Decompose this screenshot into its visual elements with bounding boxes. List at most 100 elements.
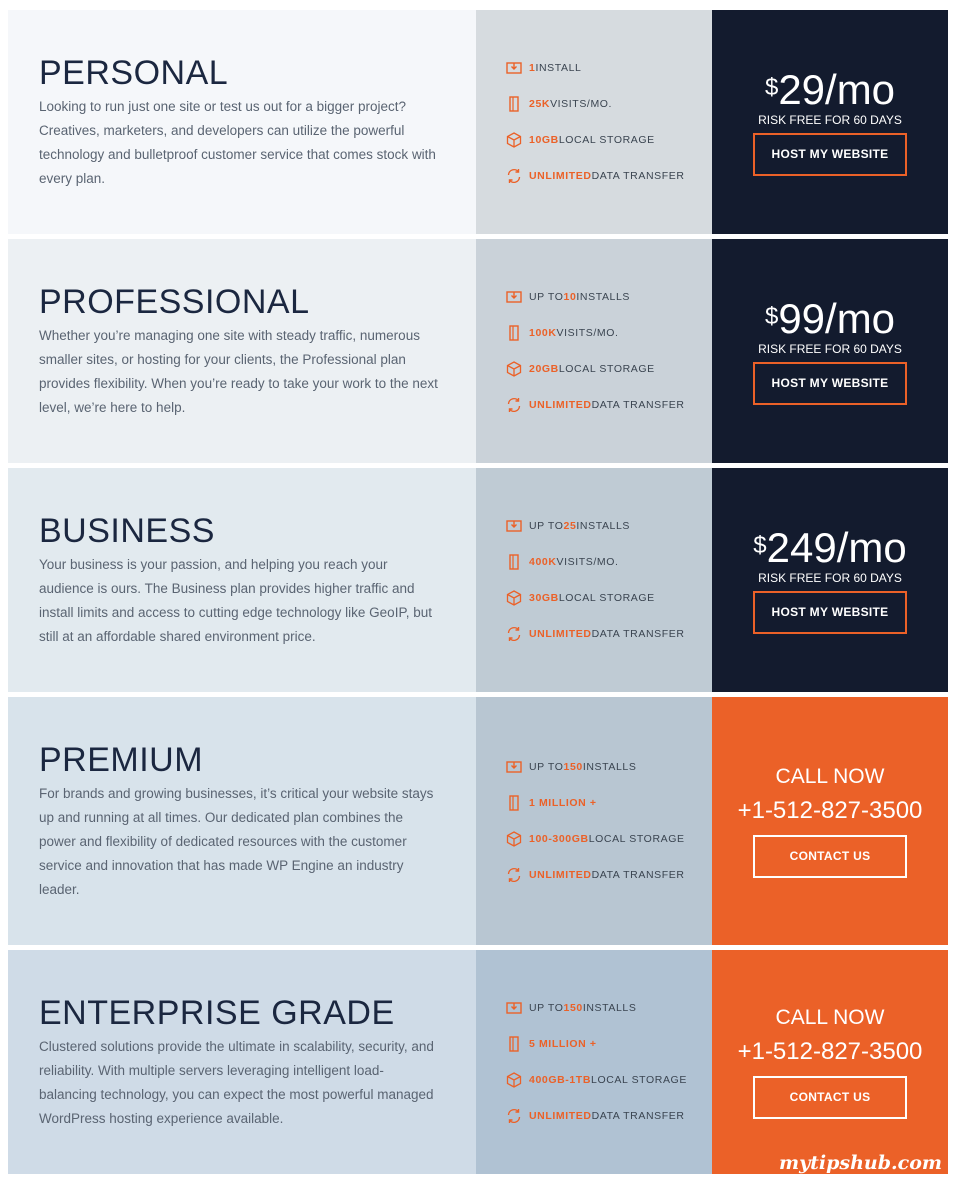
watermark: mytipshub.com — [779, 1152, 942, 1174]
transfer-refresh-icon — [507, 168, 521, 184]
feature-suffix: DATA TRANSFER — [591, 869, 685, 881]
plan-title: PROFESSIONAL — [39, 283, 310, 321]
feature-highlight: 1 — [529, 62, 536, 74]
feature-highlight: 100K — [529, 327, 557, 339]
feature-highlight: 10 — [563, 291, 577, 303]
install-icon — [506, 520, 522, 532]
feature-suffix: INSTALLS — [576, 520, 631, 532]
feature-suffix: LOCAL STORAGE — [588, 833, 685, 845]
feature-highlight: UNLIMITED — [529, 399, 592, 411]
plan-title: ENTERPRISE GRADE — [39, 994, 395, 1032]
feature-highlight: 400GB-1TB — [529, 1074, 592, 1086]
price-amount: $249/mo — [753, 523, 907, 571]
plan-row-professional: PROFESSIONAL Whether you’re managing one… — [8, 239, 948, 463]
plan-title: BUSINESS — [39, 512, 215, 550]
feature-item: 25K VISITS/MO. — [506, 95, 712, 113]
plan-description: Clustered solutions provide the ultimate… — [39, 1039, 434, 1126]
plan-info: PREMIUM For brands and growing businesse… — [8, 697, 476, 945]
plan-features: UP TO 25 INSTALLS 400K VISITS/MO. 30GB LOC… — [476, 468, 712, 692]
plan-description: Looking to run just one site or test us … — [39, 99, 436, 186]
transfer-refresh-icon — [507, 867, 521, 883]
feature-highlight: 400K — [529, 556, 557, 568]
feature-highlight: 30GB — [529, 592, 559, 604]
plan-row-premium: PREMIUM For brands and growing businesse… — [8, 697, 948, 945]
feature-prefix: UP TO — [529, 1002, 564, 1014]
install-icon — [506, 291, 522, 303]
risk-free-note: RISK FREE FOR 60 DAYS — [758, 112, 902, 127]
contact-us-button[interactable]: CONTACT US — [753, 1075, 907, 1119]
feature-suffix: INSTALLS — [576, 291, 631, 303]
risk-free-note: RISK FREE FOR 60 DAYS — [758, 341, 902, 356]
install-icon — [506, 1002, 522, 1014]
host-my-website-button[interactable]: HOST MY WEBSITE — [753, 361, 907, 405]
plan-features: UP TO 10 INSTALLS 100K VISITS/MO. 20GB LOC… — [476, 239, 712, 463]
plan-info: PERSONAL Looking to run just one site or… — [8, 10, 476, 234]
transfer-refresh-icon — [507, 626, 521, 642]
feature-item: UNLIMITED DATA TRANSFER — [506, 625, 712, 643]
install-icon — [506, 62, 522, 74]
feature-item: UNLIMITED DATA TRANSFER — [506, 167, 712, 185]
plan-features: 1 INSTALL 25K VISITS/MO. 10GB LOCAL STORAG… — [476, 10, 712, 234]
feature-item: 100-300GB LOCAL STORAGE — [506, 830, 712, 848]
visits-icon — [509, 1036, 519, 1052]
feature-item: UP TO 25 INSTALLS — [506, 517, 712, 535]
feature-suffix: VISITS/MO. — [556, 327, 619, 339]
feature-item: 5 MILLION + — [506, 1035, 712, 1053]
feature-prefix: UP TO — [529, 520, 564, 532]
transfer-refresh-icon — [507, 1108, 521, 1124]
feature-item: UNLIMITED DATA TRANSFER — [506, 396, 712, 414]
plan-title: PERSONAL — [39, 54, 229, 92]
storage-box-icon — [506, 831, 522, 847]
host-my-website-button[interactable]: HOST MY WEBSITE — [753, 590, 907, 634]
feature-item: UNLIMITED DATA TRANSFER — [506, 866, 712, 884]
plan-row-enterprise-grade: ENTERPRISE GRADE Clustered solutions pro… — [8, 950, 948, 1174]
feature-suffix: LOCAL STORAGE — [558, 134, 655, 146]
feature-highlight: 100-300GB — [529, 833, 589, 845]
plan-description: Whether you’re managing one site with st… — [39, 328, 438, 415]
plan-info: ENTERPRISE GRADE Clustered solutions pro… — [8, 950, 476, 1174]
storage-box-icon — [506, 590, 522, 606]
feature-item: UP TO 150 INSTALLS — [506, 758, 712, 776]
plan-row-business: BUSINESS Your business is your passion, … — [8, 468, 948, 692]
feature-suffix: LOCAL STORAGE — [558, 363, 655, 375]
feature-prefix: UP TO — [529, 761, 564, 773]
feature-highlight: UNLIMITED — [529, 170, 592, 182]
feature-suffix: LOCAL STORAGE — [558, 592, 655, 604]
plan-description: For brands and growing businesses, it’s … — [39, 786, 434, 897]
plan-info: PROFESSIONAL Whether you’re managing one… — [8, 239, 476, 463]
feature-suffix: DATA TRANSFER — [591, 628, 685, 640]
price-amount: $29/mo — [764, 65, 896, 113]
feature-highlight: UNLIMITED — [529, 869, 592, 881]
plan-title: PREMIUM — [39, 741, 204, 779]
contact-us-button[interactable]: CONTACT US — [753, 834, 907, 878]
transfer-refresh-icon — [507, 397, 521, 413]
feature-highlight: 150 — [563, 761, 583, 773]
call-now-label: CALL NOW — [775, 1005, 885, 1029]
feature-highlight: UNLIMITED — [529, 1110, 592, 1122]
feature-item: UNLIMITED DATA TRANSFER — [506, 1107, 712, 1125]
feature-suffix: DATA TRANSFER — [591, 170, 685, 182]
feature-highlight: 1 MILLION + — [529, 797, 597, 809]
plan-row-personal: PERSONAL Looking to run just one site or… — [8, 10, 948, 234]
feature-item: 1 INSTALL — [506, 59, 712, 77]
contact-panel: CALL NOW +1-512-827-3500 CONTACT US — [712, 697, 948, 945]
call-now-label: CALL NOW — [775, 764, 885, 788]
phone-number[interactable]: +1-512-827-3500 — [737, 796, 923, 824]
feature-item: 1 MILLION + — [506, 794, 712, 812]
price-amount: $99/mo — [764, 294, 896, 342]
visits-icon — [509, 795, 519, 811]
visits-icon — [509, 325, 519, 341]
host-my-website-button[interactable]: HOST MY WEBSITE — [753, 132, 907, 176]
feature-suffix: VISITS/MO. — [556, 556, 619, 568]
visits-icon — [509, 96, 519, 112]
risk-free-note: RISK FREE FOR 60 DAYS — [758, 570, 902, 585]
visits-icon — [509, 554, 519, 570]
contact-panel: CALL NOW +1-512-827-3500 CONTACT US — [712, 950, 948, 1174]
price-panel: $29/mo RISK FREE FOR 60 DAYS HOST MY WEB… — [712, 10, 948, 234]
feature-suffix: LOCAL STORAGE — [591, 1074, 687, 1086]
feature-highlight: 150 — [563, 1002, 583, 1014]
feature-suffix: DATA TRANSFER — [591, 1110, 685, 1122]
feature-item: UP TO 10 INSTALLS — [506, 288, 712, 306]
phone-number[interactable]: +1-512-827-3500 — [737, 1037, 923, 1065]
feature-item: 400GB-1TB LOCAL STORAGE — [506, 1071, 712, 1089]
